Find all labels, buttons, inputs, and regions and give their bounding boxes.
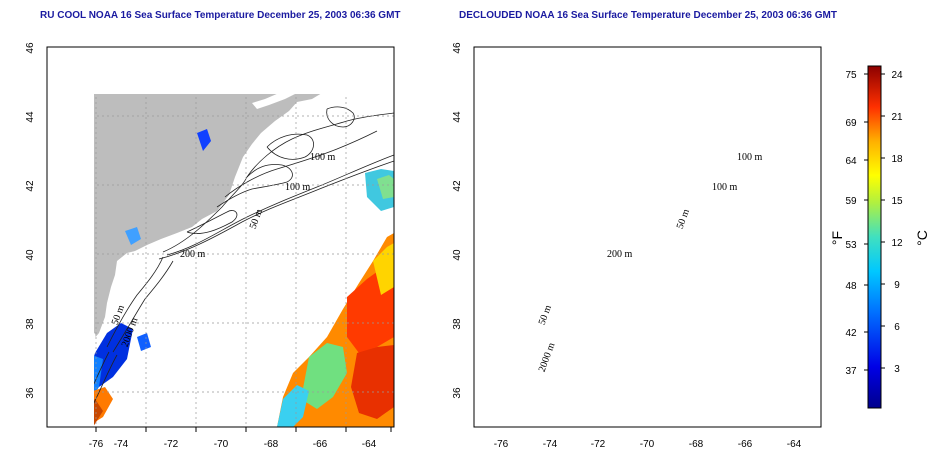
contour-label-100m-b: 100 m bbox=[285, 182, 311, 193]
colorbar-c-tick: 6 bbox=[894, 322, 900, 333]
colorbar-f-tick: 53 bbox=[845, 240, 857, 251]
right-x-tick-label: -70 bbox=[640, 439, 655, 450]
colorbar-f-tick: 75 bbox=[845, 70, 857, 81]
colorbar-gradient bbox=[867, 65, 882, 409]
left-x-axis bbox=[95, 427, 392, 432]
left-y-tick-label: 42 bbox=[25, 180, 36, 192]
left-x-tick-label: -76 bbox=[89, 439, 104, 450]
left-y-tick-label: 40 bbox=[25, 249, 36, 261]
left-x-tick-label: -74 bbox=[114, 439, 129, 450]
left-x-tick-label: -70 bbox=[214, 439, 229, 450]
left-y-tick-labels: 36 38 40 42 44 46 bbox=[25, 42, 36, 399]
right-x-tick-label: -68 bbox=[689, 439, 704, 450]
right-x-tick-labels: -76 -74 -72 -70 -68 -66 -64 bbox=[494, 439, 802, 450]
contour-label-100m-a: 100 m bbox=[310, 152, 336, 163]
colorbar-f-tick: 69 bbox=[845, 118, 857, 129]
contour-label-100m-b-right: 100 m bbox=[712, 182, 738, 193]
left-y-tick-label: 36 bbox=[25, 387, 36, 399]
contour-label-100m-a-right: 100 m bbox=[737, 152, 763, 163]
right-map-title: DECLOUDED NOAA 16 Sea Surface Temperatur… bbox=[459, 10, 837, 21]
left-x-tick-label: -64 bbox=[362, 439, 377, 450]
right-x-tick-label: -76 bbox=[494, 439, 509, 450]
left-y-tick-label: 46 bbox=[25, 42, 36, 54]
colorbar-celsius-label: °C bbox=[914, 230, 930, 246]
contour-label-200m: 200 m bbox=[180, 249, 206, 260]
colorbar-f-tick: 37 bbox=[845, 366, 857, 377]
colorbar-f-tick: 48 bbox=[845, 281, 857, 292]
colorbar-c-tick: 24 bbox=[891, 70, 903, 81]
right-y-tick-label: 46 bbox=[452, 42, 463, 54]
colorbar-c-tick: 18 bbox=[891, 154, 903, 165]
right-y-tick-label: 42 bbox=[452, 180, 463, 192]
left-map-title: RU COOL NOAA 16 Sea Surface Temperature … bbox=[40, 10, 401, 21]
right-map: 100 m 100 m 50 m 200 m 50 m 2000 m bbox=[473, 46, 822, 428]
colorbar-c-tick: 21 bbox=[891, 112, 903, 123]
left-x-tick-label: -72 bbox=[164, 439, 179, 450]
colorbar-f-tick: 64 bbox=[845, 156, 857, 167]
colorbar-f-tick: 59 bbox=[845, 196, 857, 207]
left-x-tick-label: -68 bbox=[264, 439, 279, 450]
right-x-tick-label: -66 bbox=[738, 439, 753, 450]
colorbar-c-tick: 12 bbox=[891, 238, 903, 249]
right-y-tick-label: 36 bbox=[452, 387, 463, 399]
left-x-tick-labels: -76 -74 -72 -70 -68 -66 -64 bbox=[89, 439, 377, 450]
right-y-tick-label: 38 bbox=[452, 318, 463, 330]
right-x-tick-label: -72 bbox=[591, 439, 606, 450]
colorbar-c-tick: 3 bbox=[894, 364, 900, 375]
right-y-tick-labels: 36 38 40 42 44 46 bbox=[452, 42, 463, 399]
colorbar-fahrenheit-label: °F bbox=[829, 231, 845, 245]
contour-label-200m-right: 200 m bbox=[607, 249, 633, 260]
right-x-tick-label: -74 bbox=[543, 439, 558, 450]
colorbar: 75 69 64 59 53 48 42 37 24 21 18 15 12 9… bbox=[829, 65, 930, 409]
left-y-tick-label: 44 bbox=[25, 111, 36, 123]
left-map: 100 m 100 m 50 m 200 m 50 m 2000 m bbox=[46, 46, 395, 428]
right-y-tick-label: 40 bbox=[452, 249, 463, 261]
left-y-tick-label: 38 bbox=[25, 318, 36, 330]
colorbar-c-tick: 9 bbox=[894, 280, 900, 291]
right-y-tick-label: 44 bbox=[452, 111, 463, 123]
left-sst-patches bbox=[94, 129, 394, 427]
colorbar-f-tick: 42 bbox=[845, 328, 857, 339]
left-x-tick-label: -66 bbox=[313, 439, 328, 450]
right-x-tick-label: -64 bbox=[787, 439, 802, 450]
colorbar-c-tick: 15 bbox=[891, 196, 903, 207]
